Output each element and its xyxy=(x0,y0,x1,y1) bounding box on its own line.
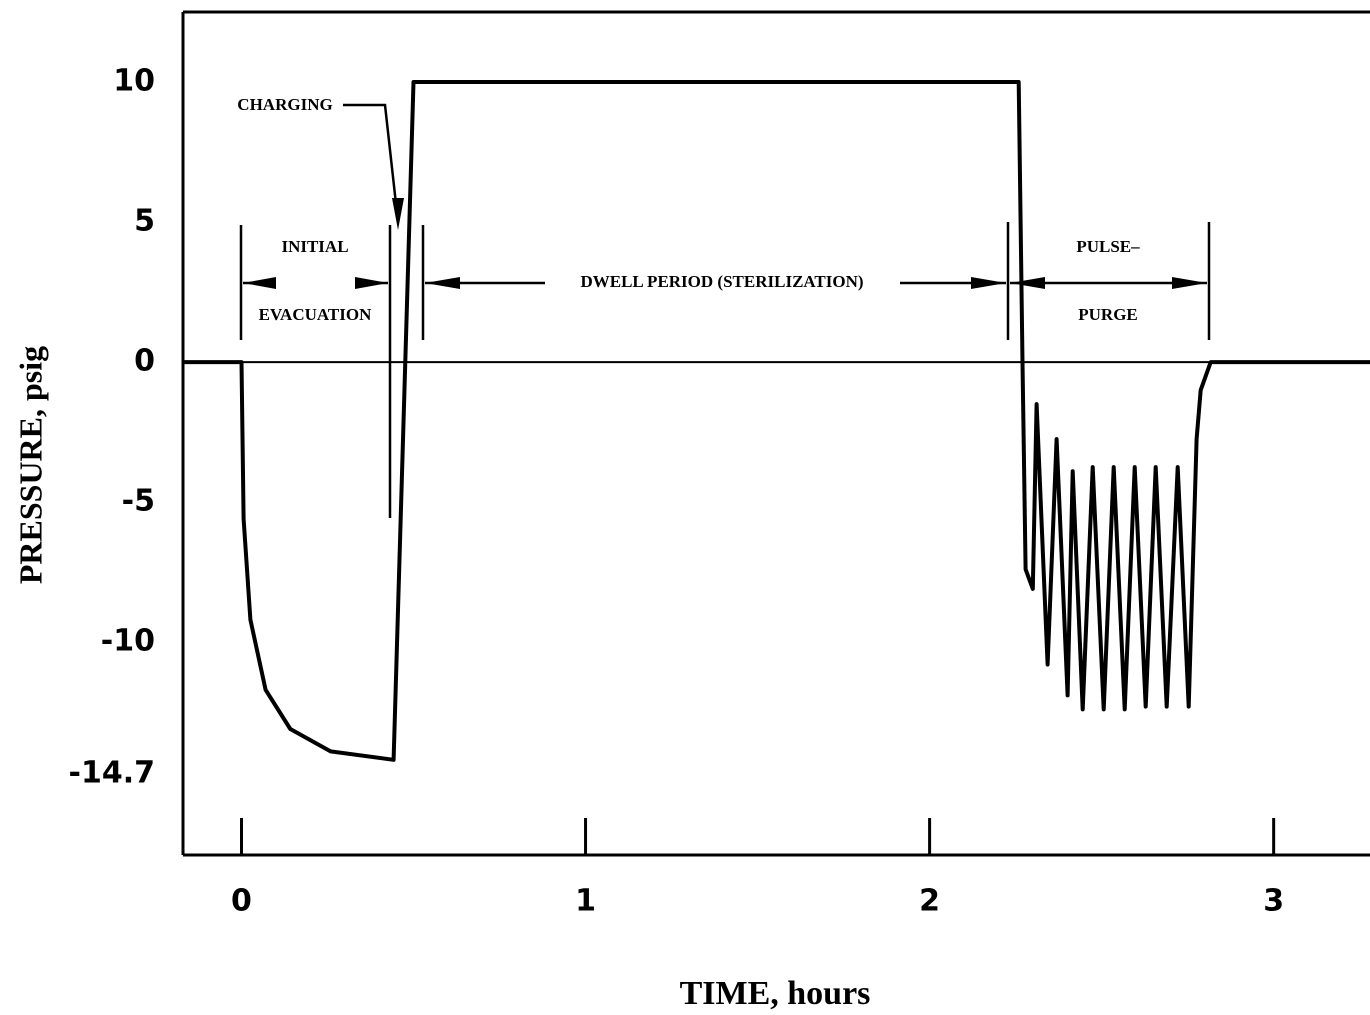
y-tick-label: -5 xyxy=(122,484,155,519)
y-tick-label: -14.7 xyxy=(69,755,155,790)
arrowhead xyxy=(355,277,388,289)
y-tick-label: -10 xyxy=(101,624,155,659)
x-tick-label: 3 xyxy=(1263,884,1284,919)
annotation: CHARGING xyxy=(237,95,332,114)
x-tick-label: 0 xyxy=(231,884,252,919)
y-axis-label: PRESSURE, psig xyxy=(12,346,48,584)
annotation: DWELL PERIOD (STERILIZATION) xyxy=(580,272,863,291)
annotation: INITIAL xyxy=(281,237,348,256)
x-axis-label: TIME, hours xyxy=(680,975,871,1012)
arrowhead xyxy=(425,277,460,289)
arrowhead xyxy=(243,277,276,289)
y-tick-label: 5 xyxy=(134,204,155,239)
phase-markers xyxy=(239,103,1211,518)
arrowhead xyxy=(392,198,404,230)
arrowheads xyxy=(243,198,1207,289)
arrowhead xyxy=(1010,277,1045,289)
arrowhead xyxy=(1172,277,1207,289)
pressure-line xyxy=(183,80,1370,762)
y-tick-label: 0 xyxy=(134,344,155,379)
x-tick-label: 2 xyxy=(919,884,940,919)
arrowhead xyxy=(971,277,1006,289)
annotation: PULSE– xyxy=(1076,237,1140,256)
annotation: PURGE xyxy=(1078,305,1138,324)
y-tick-label: 10 xyxy=(113,64,155,99)
arrow xyxy=(343,103,400,223)
x-tick-label: 1 xyxy=(575,884,596,919)
annotation: EVACUATION xyxy=(259,305,372,324)
